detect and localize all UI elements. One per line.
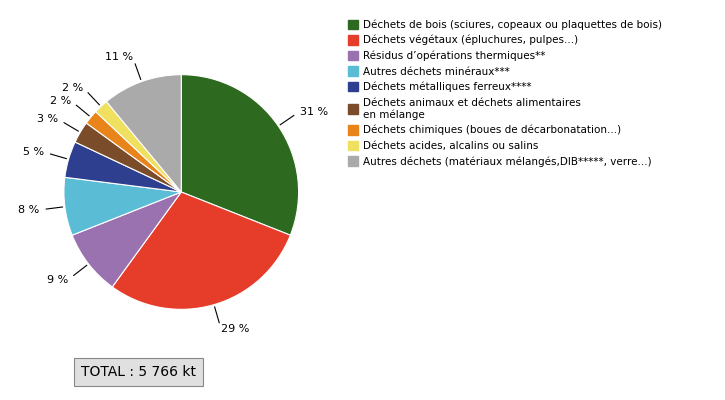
Wedge shape — [181, 75, 299, 235]
Wedge shape — [107, 75, 181, 192]
Text: 5 %: 5 % — [22, 147, 44, 157]
Text: 31 %: 31 % — [299, 106, 328, 116]
Text: 11 %: 11 % — [104, 52, 133, 62]
Text: 3 %: 3 % — [37, 114, 58, 124]
Text: 2 %: 2 % — [62, 83, 83, 93]
Wedge shape — [64, 177, 181, 235]
Wedge shape — [75, 123, 181, 192]
Text: 8 %: 8 % — [18, 205, 39, 215]
Legend: Déchets de bois (sciures, copeaux ou plaquettes de bois), Déchets végétaux (éplu: Déchets de bois (sciures, copeaux ou pla… — [346, 17, 664, 169]
Text: 2 %: 2 % — [50, 96, 71, 106]
Text: 9 %: 9 % — [47, 275, 68, 285]
Wedge shape — [86, 112, 181, 192]
Text: TOTAL : 5 766 kt: TOTAL : 5 766 kt — [81, 365, 196, 379]
Wedge shape — [112, 192, 290, 309]
Wedge shape — [96, 102, 181, 192]
Wedge shape — [65, 142, 181, 192]
Wedge shape — [72, 192, 181, 287]
Text: 29 %: 29 % — [221, 324, 249, 334]
